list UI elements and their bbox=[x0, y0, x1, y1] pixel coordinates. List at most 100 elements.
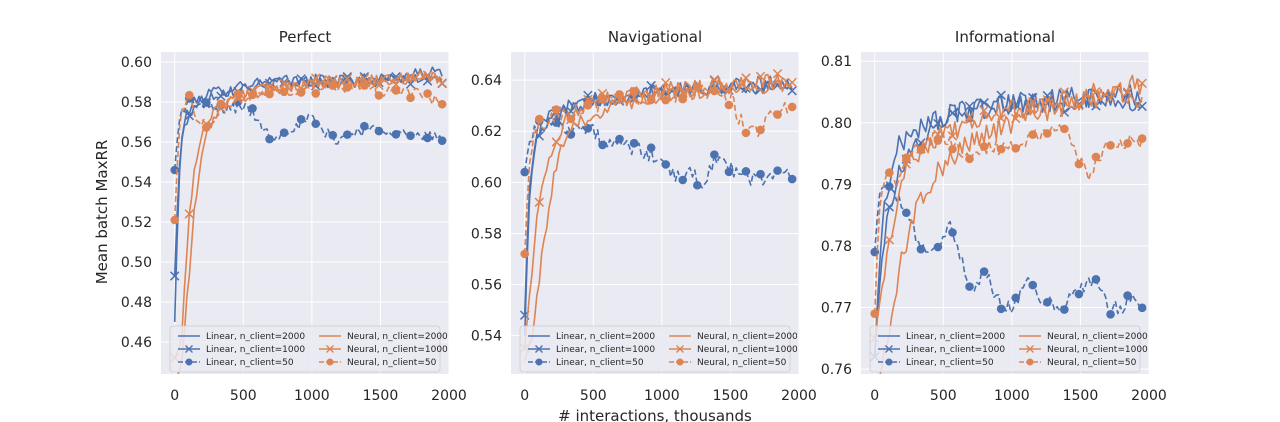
legend: Linear, n_client=2000 Neural, n_client=20… bbox=[869, 325, 1148, 373]
legend-label: Neural, n_client=50 bbox=[1047, 358, 1137, 368]
marker-x bbox=[216, 91, 226, 101]
marker-circle bbox=[248, 104, 257, 113]
marker-x bbox=[310, 73, 321, 83]
marker-x bbox=[374, 80, 384, 91]
marker-circle bbox=[724, 167, 734, 177]
marker-circle bbox=[406, 93, 415, 103]
x-tick-label: 500 bbox=[580, 388, 607, 404]
legend: Linear, n_client=2000 Neural, n_client=20… bbox=[169, 325, 448, 373]
x-tick-label: 1500 bbox=[713, 388, 749, 404]
y-tick-label: 0.77 bbox=[821, 301, 852, 317]
legend-label: Neural, n_client=1000 bbox=[347, 345, 448, 355]
x-tick-label: 1000 bbox=[994, 388, 1030, 404]
legend-marker-x bbox=[535, 345, 543, 353]
marker-circle bbox=[979, 142, 989, 151]
panel-title: Perfect bbox=[279, 28, 332, 46]
marker-circle bbox=[1106, 310, 1115, 319]
legend-label: Linear, n_client=2000 bbox=[556, 332, 655, 342]
marker-circle bbox=[1028, 130, 1038, 139]
marker-circle bbox=[773, 166, 782, 175]
marker-circle bbox=[202, 98, 211, 107]
legend: Linear, n_client=2000 Neural, n_client=20… bbox=[519, 325, 798, 373]
x-tick-label: 1000 bbox=[294, 388, 330, 404]
marker-x bbox=[359, 73, 370, 84]
marker-circle bbox=[1060, 124, 1069, 134]
y-tick-label: 0.52 bbox=[121, 215, 152, 231]
marker-circle bbox=[710, 150, 719, 159]
marker-circle bbox=[437, 99, 447, 109]
marker-circle bbox=[552, 105, 561, 114]
marker-x bbox=[996, 113, 1006, 124]
marker-circle bbox=[885, 182, 894, 191]
marker-circle bbox=[1091, 152, 1101, 162]
marker-circle bbox=[1137, 134, 1147, 143]
x-tick-label: 0 bbox=[170, 388, 179, 404]
marker-x bbox=[1059, 87, 1070, 97]
marker-x bbox=[1137, 78, 1147, 89]
marker-circle bbox=[996, 144, 1006, 154]
x-tick-label: 500 bbox=[930, 388, 957, 404]
y-tick-label: 0.54 bbox=[121, 175, 152, 191]
marker-circle bbox=[1137, 303, 1147, 313]
marker-x bbox=[646, 80, 656, 91]
marker-circle bbox=[1028, 280, 1038, 290]
legend-label: Linear, n_client=1000 bbox=[906, 345, 1005, 355]
marker-circle bbox=[265, 134, 274, 144]
marker-circle bbox=[296, 115, 306, 124]
marker-circle bbox=[520, 249, 530, 259]
marker-circle bbox=[773, 110, 782, 119]
series-line-neural-n-client-2000 bbox=[523, 77, 793, 362]
marker-circle bbox=[996, 304, 1006, 314]
marker-circle bbox=[1074, 289, 1084, 299]
marker-x bbox=[964, 101, 975, 111]
marker-circle bbox=[724, 100, 734, 110]
marker-circle bbox=[279, 87, 289, 97]
marker-circle bbox=[311, 119, 321, 129]
marker-circle bbox=[216, 99, 226, 109]
y-tick-label: 0.79 bbox=[821, 177, 852, 193]
marker-x bbox=[342, 72, 353, 82]
legend-marker-circle bbox=[185, 358, 193, 366]
marker-circle bbox=[566, 114, 576, 124]
y-tick-label: 0.50 bbox=[121, 255, 152, 271]
y-axis-label: Mean batch MaxRR bbox=[93, 140, 111, 285]
x-tick-label: 1500 bbox=[1063, 388, 1099, 404]
series-line-linear-n-client-2000 bbox=[873, 82, 1143, 357]
y-tick-label: 0.76 bbox=[821, 362, 852, 378]
marker-circle bbox=[423, 133, 432, 143]
marker-circle bbox=[374, 126, 384, 136]
panel-navigational: 0 500 1000 1500 2000 0.54 0.56 0.58 0.60 0.62 0.64… bbox=[471, 28, 817, 404]
y-tick-label: 0.54 bbox=[471, 329, 502, 345]
x-tick-label: 2000 bbox=[431, 388, 467, 404]
y-tick-label: 0.58 bbox=[471, 226, 502, 242]
marker-x bbox=[979, 105, 989, 116]
legend-marker-circle bbox=[676, 358, 684, 366]
marker-x bbox=[342, 73, 353, 84]
marker-x bbox=[1091, 86, 1101, 97]
marker-circle bbox=[916, 145, 926, 155]
marker-circle bbox=[661, 160, 671, 169]
marker-circle bbox=[693, 180, 702, 190]
x-tick-label: 0 bbox=[870, 388, 879, 404]
marker-circle bbox=[391, 129, 401, 139]
marker-circle bbox=[870, 309, 880, 318]
marker-circle bbox=[1043, 297, 1052, 307]
marker-x bbox=[551, 137, 562, 147]
marker-circle bbox=[979, 267, 989, 276]
panel-perfect: 0 500 1000 1500 2000 0.46 0.48 0.50 0.52 0.54 0.56… bbox=[121, 28, 467, 404]
marker-x bbox=[660, 77, 671, 88]
marker-x bbox=[787, 77, 797, 88]
marker-circle bbox=[1043, 129, 1052, 138]
marker-circle bbox=[296, 88, 306, 97]
marker-circle bbox=[328, 130, 338, 140]
marker-x bbox=[979, 98, 989, 108]
x-tick-label: 0 bbox=[520, 388, 529, 404]
marker-circle bbox=[615, 134, 624, 144]
marker-circle bbox=[233, 89, 243, 99]
x-tick-label: 1000 bbox=[644, 388, 680, 404]
marker-circle bbox=[598, 140, 607, 150]
marker-circle bbox=[741, 128, 751, 138]
y-tick-label: 0.81 bbox=[821, 54, 852, 70]
marker-circle bbox=[170, 215, 180, 225]
